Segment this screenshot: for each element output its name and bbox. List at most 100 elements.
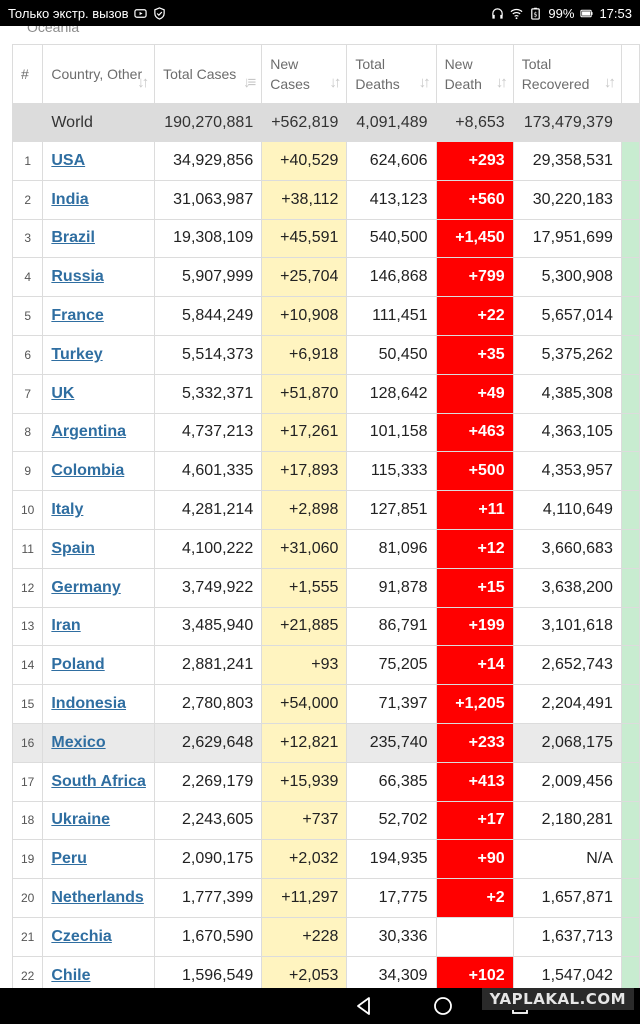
- region-tab-peek[interactable]: Oceania: [27, 26, 80, 35]
- extra-cell: [620, 296, 640, 336]
- table-row: 13 Iran 3,485,940 +21,885 86,791 +199 3,101,61…: [11, 606, 640, 647]
- table-row: 15 Indonesia 2,780,803 +54,000 71,397 +1,205 2…: [11, 684, 640, 724]
- extra-cell: [620, 606, 640, 647]
- total-deaths-cell: 128,642: [346, 373, 437, 414]
- extra-cell: [620, 218, 640, 259]
- row-number: 21: [11, 916, 44, 957]
- country-link[interactable]: Italy: [51, 501, 84, 519]
- extra-cell: [620, 645, 640, 686]
- total-cases-cell: 5,514,373: [154, 334, 263, 375]
- header-new-deaths[interactable]: New Death ↓↑: [435, 44, 514, 104]
- extra-cell: [620, 955, 640, 988]
- country-link[interactable]: France: [51, 307, 104, 325]
- new-deaths-cell: +102: [435, 955, 514, 988]
- new-cases-cell: +2,898: [261, 490, 348, 530]
- header-total-recovered[interactable]: Total Recovered ↓↑: [512, 44, 622, 104]
- battery-percent: 99%: [548, 5, 575, 21]
- svg-text:$: $: [534, 10, 538, 18]
- new-cases-cell: +17,893: [261, 451, 348, 492]
- total-deaths-cell: 71,397: [346, 684, 437, 724]
- total-cases-cell: 2,090,175: [154, 839, 263, 880]
- country-cell: Mexico: [42, 722, 156, 763]
- country-cell: Turkey: [42, 334, 156, 375]
- new-cases-cell: +11,297: [261, 878, 348, 918]
- total-cases-cell: 3,485,940: [154, 606, 263, 647]
- country-link[interactable]: Mexico: [51, 733, 106, 751]
- new-cases-cell: +45,591: [261, 218, 348, 259]
- header-country[interactable]: Country, Other ↓↑: [42, 44, 156, 104]
- country-link[interactable]: Spain: [51, 539, 95, 557]
- table-header-row: # Country, Other ↓↑ Total Cases ↓≡ New Cas…: [11, 44, 640, 104]
- country-link[interactable]: Poland: [51, 656, 105, 674]
- total-recovered-cell: 1,657,871: [512, 878, 622, 918]
- header-new-cases[interactable]: New Cases ↓↑: [261, 44, 348, 104]
- country-cell: Indonesia: [42, 684, 156, 724]
- country-cell: Brazil: [42, 218, 156, 259]
- country-link[interactable]: Argentina: [51, 423, 127, 441]
- world-total-cases: 190,270,881: [154, 103, 263, 142]
- headphones-icon: [491, 7, 504, 20]
- country-cell: Chile: [42, 955, 156, 988]
- table-row: 16 Mexico 2,629,648 +12,821 235,740 +233 2,068…: [11, 722, 640, 763]
- new-cases-cell: +51,870: [261, 373, 348, 414]
- total-cases-cell: 1,596,549: [154, 955, 263, 988]
- new-deaths-cell: +49: [435, 373, 514, 414]
- total-cases-cell: 4,100,222: [154, 528, 263, 569]
- country-link[interactable]: Germany: [51, 578, 121, 596]
- extra-cell: [620, 141, 640, 181]
- table-row: 2 India 31,063,987 +38,112 413,123 +560 30,220…: [11, 179, 640, 220]
- row-number: 11: [11, 528, 44, 569]
- country-link[interactable]: Chile: [51, 966, 91, 984]
- header-number[interactable]: #: [11, 44, 44, 104]
- country-link[interactable]: India: [51, 190, 89, 208]
- header-total-cases[interactable]: Total Cases ↓≡: [154, 44, 263, 104]
- total-cases-cell: 3,749,922: [154, 567, 263, 608]
- country-link[interactable]: Czechia: [51, 927, 112, 945]
- extra-cell: [620, 800, 640, 841]
- new-cases-cell: +737: [261, 800, 348, 841]
- country-link[interactable]: Turkey: [51, 345, 103, 363]
- home-icon[interactable]: [431, 994, 455, 1018]
- country-cell: Poland: [42, 645, 156, 686]
- row-number: 14: [11, 645, 44, 686]
- country-cell: Czechia: [42, 916, 156, 957]
- row-number: 2: [11, 179, 44, 220]
- new-cases-cell: +93: [261, 645, 348, 686]
- total-cases-cell: 2,243,605: [154, 800, 263, 841]
- country-link[interactable]: Colombia: [51, 462, 125, 480]
- country-link[interactable]: USA: [51, 151, 86, 169]
- total-cases-cell: 2,629,648: [154, 722, 263, 763]
- country-link[interactable]: Russia: [51, 268, 104, 286]
- total-deaths-cell: 413,123: [346, 179, 437, 220]
- country-link[interactable]: UK: [51, 384, 75, 402]
- back-icon[interactable]: [352, 994, 376, 1018]
- total-recovered-cell: 2,068,175: [512, 722, 622, 763]
- row-number: 6: [11, 334, 44, 375]
- country-link[interactable]: South Africa: [51, 772, 146, 790]
- new-cases-cell: +2,053: [261, 955, 348, 988]
- country-link[interactable]: Netherlands: [51, 889, 144, 907]
- total-recovered-cell: 2,009,456: [512, 761, 622, 802]
- country-link[interactable]: Indonesia: [51, 695, 127, 713]
- world-index-cell: [11, 103, 44, 142]
- extra-cell: [620, 567, 640, 608]
- country-cell: Peru: [42, 839, 156, 880]
- row-number: 15: [11, 684, 44, 724]
- table-row: 21 Czechia 1,670,590 +228 30,336 1,637,713: [11, 916, 640, 957]
- country-link[interactable]: Ukraine: [51, 811, 111, 829]
- total-cases-cell: 4,737,213: [154, 412, 263, 453]
- total-deaths-cell: 81,096: [346, 528, 437, 569]
- country-link[interactable]: Brazil: [51, 229, 95, 247]
- total-recovered-cell: 4,110,649: [512, 490, 622, 530]
- country-link[interactable]: Iran: [51, 617, 81, 635]
- new-deaths-cell: +1,450: [435, 218, 514, 259]
- table-container[interactable]: Oceania # Country, Other ↓↑ Total Cases ↓≡…: [0, 26, 640, 988]
- table-row: 22 Chile 1,596,549 +2,053 34,309 +102 1,547,04…: [11, 955, 640, 988]
- extra-cell: [620, 179, 640, 220]
- header-total-deaths[interactable]: Total Deaths ↓↑: [346, 44, 437, 104]
- total-recovered-cell: 29,358,531: [512, 141, 622, 181]
- total-deaths-cell: 111,451: [346, 296, 437, 336]
- new-cases-cell: +25,704: [261, 257, 348, 298]
- country-link[interactable]: Peru: [51, 850, 87, 868]
- total-cases-cell: 31,063,987: [154, 179, 263, 220]
